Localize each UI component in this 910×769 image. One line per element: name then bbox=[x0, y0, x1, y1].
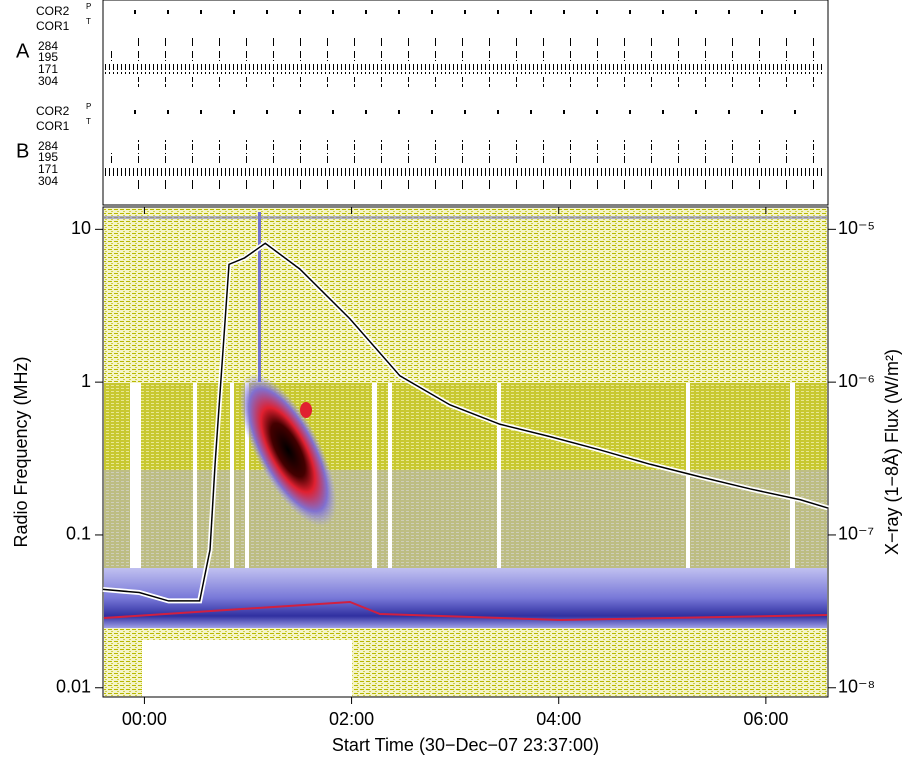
y2-tick-label: 10⁻⁸ bbox=[838, 677, 875, 697]
y2-tick-label: 10⁻⁵ bbox=[838, 218, 875, 238]
y2-tick-label: 10⁻⁷ bbox=[838, 524, 874, 544]
row-label: 171 bbox=[38, 62, 58, 76]
x-axis-label: Start Time (30−Dec−07 23:37:00) bbox=[332, 735, 599, 755]
row-label: 195 bbox=[38, 150, 58, 164]
plot-frame bbox=[102, 206, 829, 698]
xray-line bbox=[102, 242, 829, 602]
row-label: 195 bbox=[38, 50, 58, 64]
row-sublabel: T bbox=[86, 117, 91, 126]
y-axis-label: Radio Frequency (MHz) bbox=[11, 356, 31, 547]
row-label: 284 bbox=[38, 39, 58, 53]
x-tick-label: 06:00 bbox=[743, 709, 788, 729]
spectrogram bbox=[103, 208, 828, 697]
row-sublabel: P bbox=[86, 2, 91, 11]
y2-axis-label: X−ray (1−8Å) Flux (W/m²) bbox=[882, 349, 902, 555]
row-label: COR2 bbox=[36, 104, 70, 118]
row-label: COR1 bbox=[36, 119, 70, 133]
panel-a-ticks bbox=[104, 8, 824, 87]
x-tick-label: 02:00 bbox=[329, 709, 374, 729]
row-sublabel: P bbox=[86, 102, 91, 111]
panel-label: A bbox=[16, 40, 30, 62]
y-tick-label: 1 bbox=[81, 371, 91, 391]
observation-panel bbox=[102, 0, 829, 206]
row-sublabel: T bbox=[86, 17, 91, 26]
y-tick-label: 0.01 bbox=[56, 677, 91, 697]
y-tick-label: 10 bbox=[71, 218, 91, 238]
row-label: 304 bbox=[38, 174, 58, 188]
panel-label: B bbox=[16, 140, 29, 162]
x-tick-label: 04:00 bbox=[536, 709, 581, 729]
x-tick-label: 00:00 bbox=[122, 709, 167, 729]
row-label: COR1 bbox=[36, 19, 70, 33]
row-label: 304 bbox=[38, 74, 58, 88]
panel-b-ticks bbox=[104, 108, 824, 189]
y2-tick-label: 10⁻⁶ bbox=[838, 371, 875, 391]
row-label: 284 bbox=[38, 139, 58, 153]
row-label: COR2 bbox=[36, 4, 70, 18]
row-label: 171 bbox=[38, 162, 58, 176]
y-tick-label: 0.1 bbox=[66, 524, 91, 544]
